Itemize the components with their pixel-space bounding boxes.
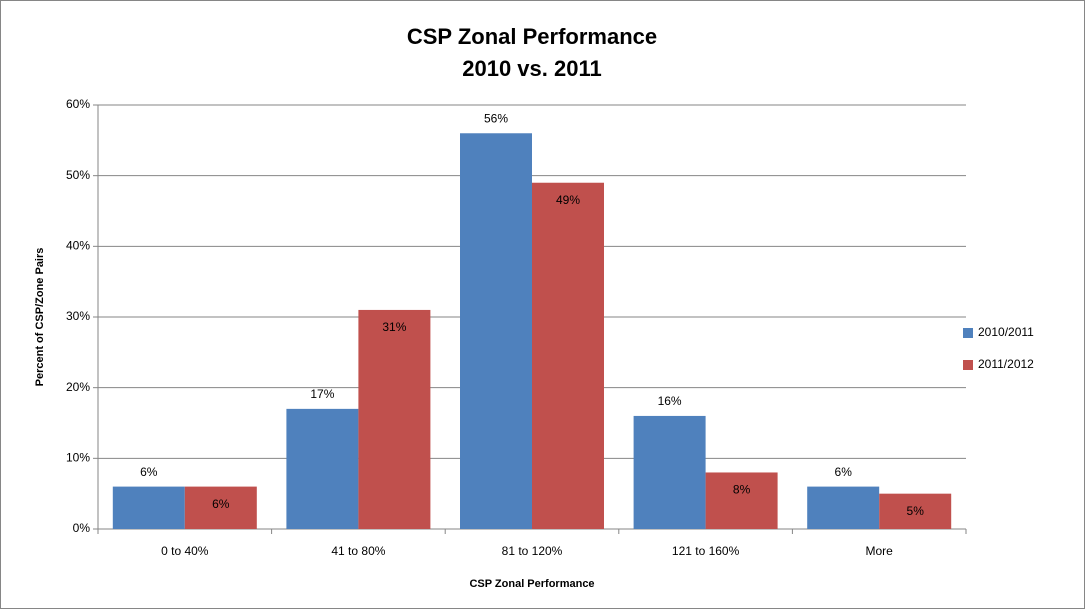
data-label: 5% (907, 504, 925, 518)
data-label: 56% (484, 111, 508, 125)
bar (112, 486, 185, 529)
data-label: 8% (733, 483, 751, 497)
data-label: 6% (212, 497, 230, 511)
legend-swatch (963, 328, 973, 338)
x-tick-label: 41 to 80% (331, 544, 385, 558)
bar (184, 486, 257, 529)
data-label: 6% (140, 465, 158, 479)
bar (460, 133, 532, 529)
bar (633, 415, 706, 529)
x-tick-label: More (866, 544, 894, 558)
bar (358, 309, 431, 529)
data-label: 31% (382, 320, 406, 334)
x-tick-label: 81 to 120% (502, 544, 563, 558)
y-tick-label: 20% (66, 380, 90, 394)
chart-subtitle: 2010 vs. 2011 (462, 56, 601, 81)
y-tick-label: 30% (66, 309, 90, 323)
x-tick-label: 0 to 40% (161, 544, 209, 558)
y-tick-label: 0% (73, 521, 91, 535)
data-label: 6% (835, 465, 853, 479)
bar (807, 486, 880, 529)
y-tick-label: 10% (66, 451, 90, 465)
bar (532, 182, 604, 529)
bar (879, 493, 952, 529)
y-tick-label: 60% (66, 97, 90, 111)
data-label: 17% (310, 387, 334, 401)
y-tick-label: 50% (66, 168, 90, 182)
x-tick-label: 121 to 160% (672, 544, 740, 558)
y-axis-title: Percent of CSP/Zone Pairs (34, 248, 46, 387)
y-tick-label: 40% (66, 239, 90, 253)
legend-label: 2011/2012 (978, 357, 1034, 371)
legend-label: 2010/2011 (978, 325, 1034, 339)
bar (705, 472, 778, 529)
data-label: 49% (556, 193, 580, 207)
data-label: 16% (658, 394, 682, 408)
x-axis-title: CSP Zonal Performance (469, 578, 594, 590)
bar (286, 408, 359, 529)
chart-title: CSP Zonal Performance (407, 24, 657, 49)
legend-swatch (963, 360, 973, 370)
